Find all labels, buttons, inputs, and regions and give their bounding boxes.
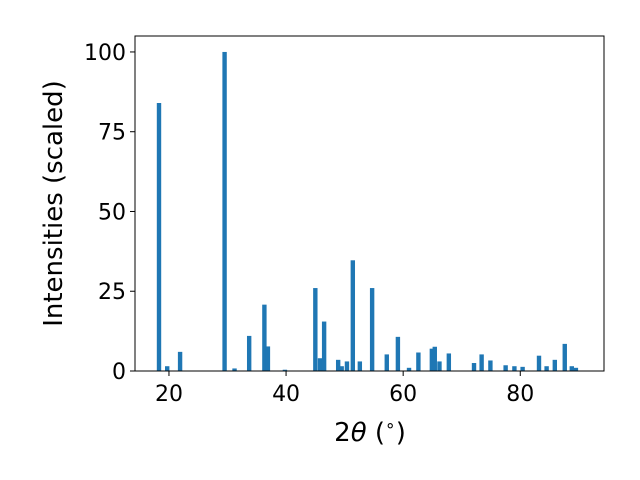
y-axis-ticks: 0 25 50 75 100 (84, 41, 135, 385)
bar (344, 361, 350, 371)
bar (416, 352, 421, 371)
bar (429, 348, 435, 371)
x-tick-label: 80 (506, 382, 534, 407)
bar (569, 366, 574, 371)
y-tick-label: 0 (112, 360, 126, 385)
bar (156, 103, 162, 371)
x-tick-label: 20 (155, 382, 183, 407)
x-axis-label: 2θ (∘) (334, 416, 406, 448)
bar (432, 346, 437, 371)
bar (369, 288, 375, 371)
y-tick-label: 100 (84, 41, 126, 66)
bar (357, 361, 363, 371)
y-tick-label: 75 (98, 121, 126, 146)
bar (479, 354, 484, 371)
bar (222, 51, 227, 371)
bar (165, 366, 170, 371)
bar (177, 351, 183, 371)
x-axis-label-theta: θ (351, 418, 367, 448)
x-axis-label-close: ) (396, 418, 406, 448)
bar (520, 366, 525, 371)
bar (446, 353, 452, 371)
bar (262, 304, 267, 371)
y-tick-label: 25 (98, 280, 126, 305)
bar (536, 355, 542, 371)
bar (544, 366, 549, 371)
bar (317, 358, 323, 371)
y-tick-label: 50 (98, 200, 126, 225)
x-axis-label-open: ( (367, 418, 385, 448)
bar (321, 321, 327, 371)
bar (350, 260, 356, 371)
x-axis-ticks: 20 40 60 80 (155, 371, 534, 407)
bar (384, 354, 389, 371)
bar (282, 369, 288, 371)
bar (573, 367, 579, 371)
bar (313, 288, 318, 371)
x-axis-label-degree: ∘ (385, 416, 396, 436)
plot-frame (134, 35, 605, 372)
bar (246, 335, 252, 371)
y-axis-label: Intensities (scaled) (39, 80, 69, 327)
bar (512, 366, 517, 371)
bar (488, 360, 493, 371)
bar (395, 336, 401, 371)
bar (503, 365, 508, 371)
bar-series (156, 51, 579, 371)
bar (437, 361, 442, 371)
x-tick-label: 60 (389, 382, 417, 407)
x-tick-label: 40 (272, 382, 300, 407)
bar (232, 368, 237, 371)
x-axis-label-prefix: 2 (334, 418, 351, 448)
bar (265, 346, 271, 371)
bar (552, 359, 558, 371)
bar (339, 366, 344, 371)
bar (335, 359, 341, 371)
bar (562, 343, 567, 371)
bar (471, 363, 477, 371)
bar (406, 367, 412, 371)
